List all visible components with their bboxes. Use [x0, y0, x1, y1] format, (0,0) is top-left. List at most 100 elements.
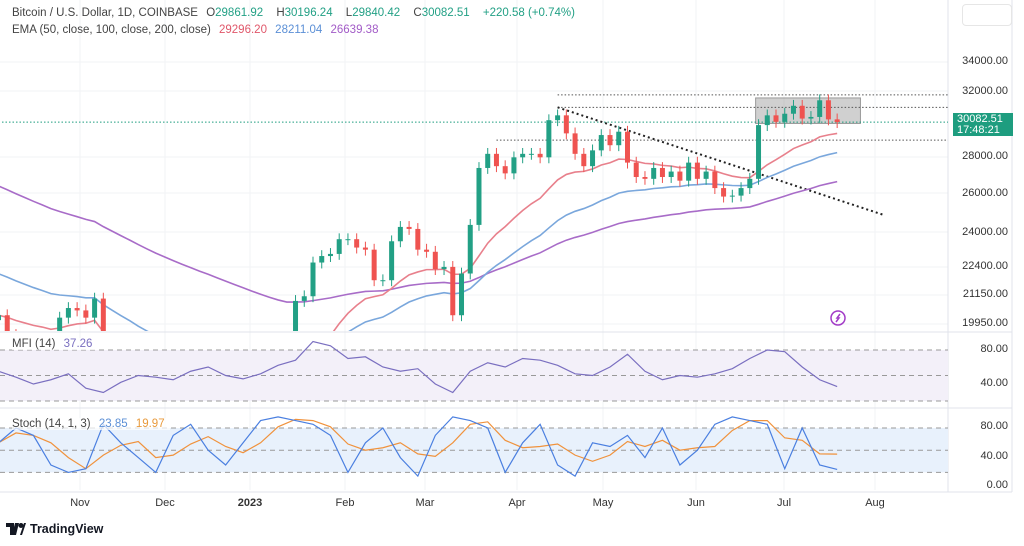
candle-body — [546, 120, 552, 158]
stoch-k-value: 23.85 — [98, 418, 128, 430]
low-value: 29840.42 — [352, 7, 401, 19]
candle-body — [0, 315, 1, 321]
ema-legend: EMA (50, close, 100, close, 200, close) … — [12, 24, 383, 36]
time-axis-label: May — [592, 497, 614, 509]
time-axis-label: 2023 — [237, 497, 263, 509]
candle-body — [57, 317, 63, 331]
candle-body — [432, 251, 438, 270]
symbol-legend: Bitcoin / U.S. Dollar, 1D, COINBASE O298… — [12, 7, 580, 19]
candle-body — [459, 273, 465, 316]
mfi-legend: MFI (14) 37.26 — [12, 338, 98, 350]
stoch-legend: Stoch (14, 1, 3) 23.85 19.97 — [12, 418, 170, 430]
candle-body — [293, 300, 299, 331]
candle-body — [65, 308, 71, 318]
candle-body — [703, 171, 709, 179]
candle-body — [83, 310, 89, 318]
ema200-value: 26639.38 — [330, 24, 379, 36]
candle-body — [415, 228, 421, 250]
mfi-label: MFI (14) — [12, 338, 56, 350]
high-label: H — [276, 7, 285, 19]
close-value: 30082.51 — [421, 7, 470, 19]
open-value: 29861.92 — [215, 7, 264, 19]
settings-box[interactable] — [962, 4, 1012, 26]
candle-body — [677, 171, 683, 181]
candle-body — [590, 150, 596, 167]
time-axis-label: Apr — [508, 497, 526, 509]
candle-body — [354, 239, 360, 248]
candle-body — [686, 162, 692, 181]
candle-body — [616, 131, 622, 146]
candle-body — [310, 262, 316, 297]
axis-label: 80.00 — [980, 343, 1008, 355]
axis-label: 80.00 — [980, 420, 1008, 432]
time-axis-label: Dec — [155, 497, 175, 509]
candle-body — [712, 171, 718, 189]
axis-label: 40.00 — [980, 377, 1008, 389]
candle-body — [747, 178, 753, 189]
tradingview-logo[interactable]: TradingView — [6, 522, 103, 536]
candle-body — [764, 115, 770, 126]
candle-body — [642, 177, 648, 179]
candle-body — [825, 100, 831, 120]
candle-body — [659, 167, 665, 178]
alert-icon — [830, 310, 846, 326]
candle-body — [406, 226, 412, 229]
close-label: C — [413, 7, 422, 19]
axis-label: 19950.00 — [962, 316, 1008, 329]
axis-label: 40.00 — [980, 449, 1008, 462]
brand-name: TradingView — [30, 522, 104, 536]
candle-body — [371, 249, 377, 281]
stoch-d-line — [0, 418, 838, 470]
axis-label: 0.00 — [986, 479, 1008, 492]
candle-body — [424, 249, 430, 252]
candle-body — [502, 166, 508, 174]
candle-body — [362, 247, 368, 250]
candle-body — [241, 408, 246, 411]
candle-body — [127, 411, 132, 412]
ema100-value: 28211.04 — [275, 24, 323, 36]
candle-body — [258, 411, 263, 414]
candle-body — [476, 167, 482, 225]
candle-body — [598, 135, 604, 151]
stoch-band — [0, 428, 948, 473]
open-label: O — [206, 7, 216, 19]
high-value: 30196.24 — [284, 7, 333, 19]
candle-body — [118, 408, 123, 411]
ema200-line — [0, 180, 838, 303]
candle-body — [633, 162, 639, 178]
last-price-tag: 30082.51 17:48:21 — [953, 113, 1013, 136]
candle-body — [563, 115, 569, 134]
candle-body — [756, 125, 762, 179]
time-axis-label: Aug — [865, 497, 885, 509]
change-value: +220.58 (+0.74%) — [482, 7, 575, 19]
candle-body — [572, 133, 578, 154]
candle-body — [790, 105, 796, 114]
candle-body — [511, 157, 517, 174]
ema50-value: 29296.20 — [219, 24, 267, 36]
mfi-band — [0, 350, 948, 401]
last-price: 30082.51 — [957, 113, 1003, 125]
axis-label: 34000.00 — [962, 55, 1008, 67]
candle-body — [624, 131, 630, 163]
candle-body — [493, 153, 499, 167]
low-label: L — [345, 7, 353, 19]
candle-body — [345, 239, 351, 241]
candle-body — [520, 153, 526, 158]
candle-body — [528, 153, 534, 155]
axis-label: 24000.00 — [962, 226, 1008, 239]
symbol-title: Bitcoin / U.S. Dollar, 1D, COINBASE — [12, 7, 198, 19]
tradingview-logo-icon — [6, 523, 26, 535]
axis-label: 28000.00 — [962, 150, 1008, 163]
time-axis-label: Nov — [70, 497, 90, 509]
mfi-value: 37.26 — [63, 338, 93, 350]
candle-body — [808, 116, 814, 119]
time-axis-label: Jul — [776, 497, 792, 509]
axis-label: 26000.00 — [962, 186, 1008, 199]
candle-body — [694, 162, 700, 179]
candle-body — [537, 153, 543, 158]
candle-body — [336, 239, 342, 254]
ema100-line — [0, 151, 838, 331]
candle-body — [817, 100, 823, 117]
candle-body — [301, 296, 307, 301]
